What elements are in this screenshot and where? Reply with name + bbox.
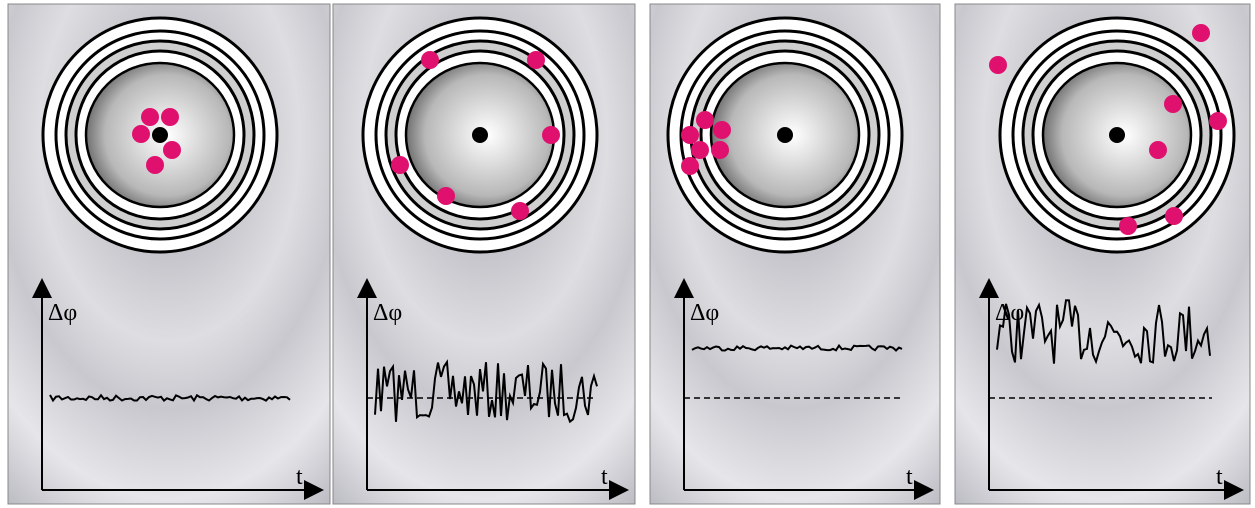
hit-dot <box>1209 112 1227 130</box>
y-axis-label: Δφ <box>373 300 402 326</box>
signal-trace <box>691 343 903 352</box>
hit-dot <box>542 126 560 144</box>
hit-dot <box>1149 141 1167 159</box>
hit-dot <box>989 56 1007 74</box>
x-axis-label: t <box>1216 464 1223 490</box>
panel: Δφ t <box>954 3 1251 505</box>
hit-dot <box>511 202 529 220</box>
signal-trace <box>996 299 1211 365</box>
hit-dot <box>132 125 150 143</box>
target-center <box>777 127 793 143</box>
target-center <box>152 127 168 143</box>
hit-dot <box>437 187 455 205</box>
signal-trace <box>374 359 598 424</box>
x-axis-label: t <box>906 464 913 490</box>
hit-dot <box>146 156 164 174</box>
hit-dot <box>391 156 409 174</box>
hit-dot <box>711 141 729 159</box>
y-axis-label: Δφ <box>690 300 719 326</box>
panel: Δφ t <box>649 3 941 505</box>
target-center <box>472 127 488 143</box>
hit-dot <box>691 141 709 159</box>
hit-dot <box>713 121 731 139</box>
hit-dot <box>1119 217 1137 235</box>
signal-trace <box>49 393 291 403</box>
hit-dot <box>696 111 714 129</box>
hit-dot <box>681 157 699 175</box>
hit-dot <box>1164 95 1182 113</box>
x-axis-label: t <box>601 464 608 490</box>
x-axis-label: t <box>296 464 303 490</box>
hit-dot <box>1192 24 1210 42</box>
hit-dot <box>1165 207 1183 225</box>
hit-dot <box>421 51 439 69</box>
panel: Δφ t <box>332 3 636 505</box>
hit-dot <box>141 108 159 126</box>
hit-dot <box>681 126 699 144</box>
target-center <box>1109 127 1125 143</box>
hit-dot <box>161 108 179 126</box>
hit-dot <box>163 141 181 159</box>
panel: Δφ t <box>7 3 331 505</box>
hit-dot <box>527 51 545 69</box>
y-axis-label: Δφ <box>48 300 77 326</box>
y-axis-label: Δφ <box>995 300 1024 326</box>
